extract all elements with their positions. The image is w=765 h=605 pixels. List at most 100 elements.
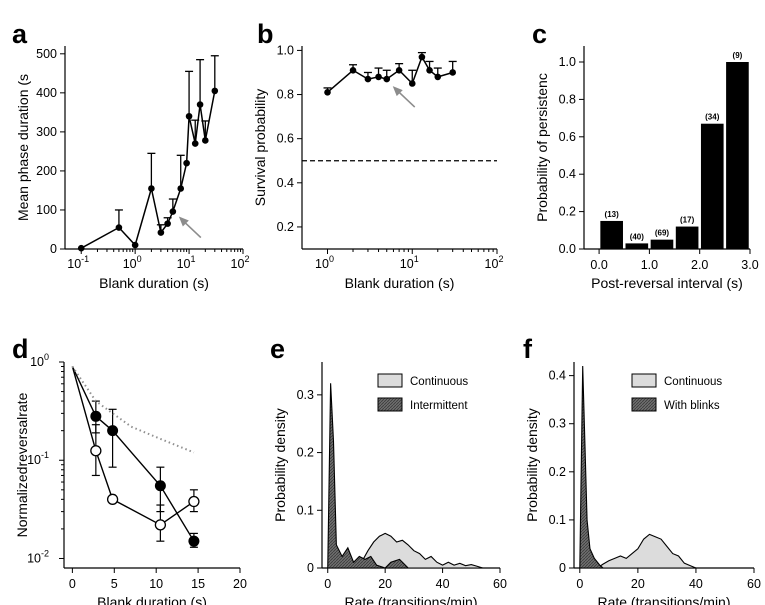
bar bbox=[600, 220, 623, 249]
x-axis-label: Blank duration (s) bbox=[97, 594, 207, 605]
data-point bbox=[106, 493, 119, 505]
data-point bbox=[183, 159, 190, 167]
panel-letter: b bbox=[257, 19, 274, 49]
tick-label: 0 bbox=[307, 561, 314, 575]
data-point bbox=[154, 480, 166, 492]
data-line bbox=[80, 90, 216, 249]
tick-label: 0.2 bbox=[549, 465, 566, 479]
data-point bbox=[107, 425, 119, 437]
data-point bbox=[364, 75, 372, 83]
y-axis-label: Mean phase duration (s bbox=[15, 74, 31, 221]
panel-letter: e bbox=[270, 334, 285, 364]
tick-label: 200 bbox=[36, 164, 57, 178]
data-point bbox=[375, 73, 382, 81]
tick-label: 400 bbox=[36, 86, 57, 100]
data-point bbox=[324, 89, 331, 96]
tick-label: 10-1 bbox=[27, 450, 49, 467]
tick-label: 0.3 bbox=[297, 388, 314, 402]
density-area bbox=[338, 532, 483, 569]
tick-label: 1.0 bbox=[641, 258, 658, 272]
panel-d: d Blank duration (s) Normalizedreversalrat… bbox=[12, 334, 247, 605]
tick-label: 100 bbox=[30, 352, 49, 369]
panel-letter: d bbox=[12, 334, 29, 364]
legend-label: With blinks bbox=[664, 400, 720, 412]
tick-label: 0 bbox=[576, 577, 583, 591]
tick-label: 0.8 bbox=[559, 92, 576, 106]
tick-label: 10-2 bbox=[27, 548, 49, 565]
tick-label: 0.1 bbox=[297, 503, 314, 517]
data-point bbox=[157, 229, 165, 236]
y-axis-label: Probability density bbox=[272, 408, 288, 522]
legend-label: Intermittent bbox=[410, 400, 468, 412]
tick-label: 0 bbox=[69, 577, 76, 591]
y-axis-label: Probability of persistenc bbox=[534, 73, 550, 222]
y-axis-label: Normalizedreversalrate bbox=[14, 392, 30, 537]
tick-label: 102 bbox=[231, 254, 250, 271]
bar bbox=[625, 243, 649, 249]
arrow-head bbox=[178, 216, 189, 227]
tick-label: 300 bbox=[36, 125, 57, 139]
bar-count-label: (40) bbox=[630, 232, 645, 241]
y-axis-label: Survival probability bbox=[252, 89, 268, 207]
data-point bbox=[185, 112, 193, 120]
panel-f: f Rate (transitions/min) Probability densi… bbox=[523, 334, 761, 605]
tick-label: 0.4 bbox=[559, 167, 576, 181]
data-point bbox=[211, 87, 219, 95]
tick-label: 100 bbox=[36, 203, 57, 217]
tick-label: 0.2 bbox=[297, 446, 314, 460]
tick-label: 102 bbox=[485, 254, 504, 271]
panel-e: e Rate (transitions/min) Probability densi… bbox=[270, 334, 507, 605]
tick-label: 0 bbox=[324, 577, 331, 591]
tick-label: 60 bbox=[747, 577, 761, 591]
tick-label: 101 bbox=[400, 254, 419, 271]
tick-label: 10-1 bbox=[67, 254, 89, 271]
bar-count-label: (17) bbox=[680, 216, 695, 225]
tick-label: 101 bbox=[177, 254, 196, 271]
data-point bbox=[202, 137, 209, 144]
data-point bbox=[449, 69, 456, 76]
panel-letter: c bbox=[532, 19, 547, 49]
tick-label: 60 bbox=[493, 577, 507, 591]
legend-label: Continuous bbox=[664, 376, 722, 388]
bar bbox=[675, 226, 699, 249]
tick-label: 0.2 bbox=[277, 220, 294, 234]
legend-swatch bbox=[631, 373, 657, 388]
data-point bbox=[434, 73, 442, 81]
density-area bbox=[327, 383, 410, 569]
tick-label: 0 bbox=[559, 561, 566, 575]
tick-label: 40 bbox=[689, 577, 703, 591]
tick-label: 15 bbox=[191, 577, 205, 591]
data-point bbox=[115, 224, 123, 231]
tick-label: 0 bbox=[50, 242, 57, 256]
data-point bbox=[395, 66, 403, 74]
tick-label: 1.0 bbox=[277, 43, 294, 57]
panel-letter: a bbox=[12, 19, 28, 49]
tick-label: 5 bbox=[111, 577, 118, 591]
data-point bbox=[90, 410, 102, 422]
data-line bbox=[71, 366, 195, 526]
data-point bbox=[408, 80, 416, 87]
legend-swatch bbox=[377, 373, 403, 388]
data-point bbox=[426, 66, 433, 74]
tick-label: 0.2 bbox=[559, 205, 576, 219]
tick-label: 500 bbox=[36, 47, 57, 61]
tick-label: 20 bbox=[631, 577, 645, 591]
tick-label: 0.1 bbox=[549, 513, 566, 527]
x-axis-label: Rate (transitions/min) bbox=[597, 594, 730, 605]
tick-label: 0.6 bbox=[559, 130, 576, 144]
tick-label: 0.0 bbox=[559, 242, 576, 256]
bar bbox=[700, 123, 724, 249]
density-area bbox=[579, 365, 605, 569]
data-point bbox=[349, 66, 357, 74]
tick-label: 20 bbox=[233, 577, 247, 591]
data-point bbox=[188, 495, 200, 508]
data-point bbox=[164, 220, 171, 227]
model-line bbox=[71, 365, 195, 454]
arrow-head bbox=[392, 86, 403, 97]
density-area bbox=[595, 533, 697, 569]
data-point bbox=[177, 185, 185, 192]
bar bbox=[726, 62, 749, 249]
tick-label: 100 bbox=[123, 254, 142, 271]
bar-count-label: (34) bbox=[705, 113, 720, 122]
tick-label: 0.0 bbox=[590, 258, 607, 272]
